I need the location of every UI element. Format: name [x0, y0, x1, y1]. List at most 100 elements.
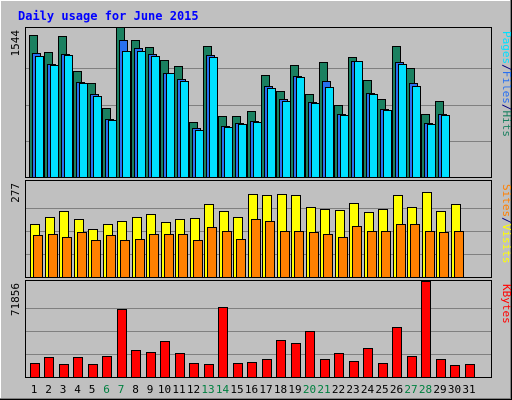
bar-pages-day-15 — [238, 124, 247, 178]
bars-hits — [29, 27, 450, 178]
panel-kbytes: 71856 KBytes — [9, 280, 512, 378]
bar-pages-day-5 — [93, 96, 102, 178]
bar-sites-day-12 — [193, 240, 203, 278]
day-label-12: 12 — [187, 383, 200, 396]
bar-sites-day-22 — [338, 237, 348, 278]
bar-sites-day-27 — [410, 224, 420, 278]
bar-sites-day-8 — [135, 239, 145, 278]
bar-kbytes-day-23 — [349, 361, 359, 378]
day-label-1: 1 — [31, 383, 38, 396]
panel-max-label: 277 — [9, 183, 22, 203]
bar-pages-day-14 — [224, 127, 233, 178]
bar-pages-day-22 — [340, 115, 349, 178]
day-label-6: 6 — [103, 383, 110, 396]
bar-sites-day-13 — [207, 227, 217, 278]
bar-sites-day-2 — [48, 234, 58, 278]
side-label-part: Pages — [500, 31, 512, 64]
bar-sites-day-21 — [323, 234, 333, 278]
day-labels-group: 1 2 3 4 5 6 7 8 9 10 11 12 13 14 15 16 17 18 19 20 21 22 23 24 2… — [31, 383, 476, 396]
bar-sites-day-19 — [294, 231, 304, 278]
bar-sites-day-30 — [454, 231, 464, 278]
bar-kbytes-day-29 — [436, 359, 446, 378]
bar-sites-day-26 — [396, 224, 406, 278]
bar-sites-day-15 — [236, 239, 246, 278]
bar-sites-day-1 — [33, 235, 43, 278]
bar-pages-day-11 — [180, 81, 189, 178]
bar-pages-day-23 — [354, 61, 363, 178]
bar-sites-day-16 — [251, 219, 261, 278]
panel-max-label: 71856 — [9, 283, 22, 316]
bars-kbytes — [30, 281, 475, 378]
bar-kbytes-day-20 — [305, 331, 315, 378]
day-label-16: 16 — [245, 383, 258, 396]
bar-sites-day-18 — [280, 231, 290, 278]
series-pages — [35, 51, 450, 178]
bar-sites-day-23 — [352, 226, 362, 278]
panel-hits: 1544 Pages/Files/Hits — [9, 27, 512, 178]
side-label-part: / — [500, 217, 512, 224]
bar-pages-day-3 — [64, 55, 73, 178]
bar-kbytes-day-2 — [44, 357, 54, 378]
series-sites — [33, 219, 464, 278]
bar-sites-day-20 — [309, 232, 319, 278]
day-label-7: 7 — [118, 383, 125, 396]
bar-pages-day-1 — [35, 56, 44, 178]
bar-kbytes-day-28 — [421, 281, 431, 378]
day-label-28: 28 — [419, 383, 432, 396]
bar-pages-day-25 — [383, 110, 392, 178]
bar-kbytes-day-7 — [117, 309, 127, 378]
bar-kbytes-day-24 — [363, 348, 373, 378]
day-label-31: 31 — [462, 383, 475, 396]
bar-sites-day-10 — [164, 234, 174, 278]
bar-kbytes-day-31 — [465, 364, 475, 378]
bar-kbytes-day-5 — [88, 364, 98, 378]
bar-kbytes-day-11 — [175, 353, 185, 378]
bar-sites-day-11 — [178, 234, 188, 278]
day-label-27: 27 — [404, 383, 417, 396]
day-label-15: 15 — [230, 383, 243, 396]
bar-sites-day-14 — [222, 231, 232, 278]
panel-visits: 277 Sites/Visits — [9, 180, 512, 278]
bar-pages-day-13 — [209, 57, 218, 178]
bar-sites-day-6 — [106, 235, 116, 278]
bar-pages-day-19 — [296, 77, 305, 178]
bar-pages-day-16 — [253, 122, 262, 178]
bar-pages-day-7 — [122, 51, 131, 178]
day-label-14: 14 — [216, 383, 230, 396]
bar-kbytes-day-12 — [189, 363, 199, 378]
bar-sites-day-9 — [149, 234, 159, 278]
bar-pages-day-26 — [398, 64, 407, 178]
side-label-part: Hits — [500, 111, 512, 138]
bar-sites-day-7 — [120, 240, 130, 278]
day-label-20: 20 — [303, 383, 316, 396]
side-label-part: Sites — [500, 184, 512, 217]
bar-sites-day-24 — [367, 231, 377, 278]
panel-side-label: Pages/Files/Hits — [500, 31, 512, 137]
bar-kbytes-day-8 — [131, 350, 141, 378]
side-label-part: Visits — [500, 224, 512, 264]
side-label-part: / — [500, 104, 512, 111]
chart-title: Daily usage for June 2015 — [18, 9, 199, 23]
day-label-11: 11 — [172, 383, 185, 396]
bar-sites-day-4 — [77, 232, 87, 278]
day-label-30: 30 — [448, 383, 461, 396]
bar-sites-day-28 — [425, 231, 435, 278]
panel-side-label: Sites/Visits — [500, 184, 512, 264]
bar-sites-day-17 — [265, 221, 275, 278]
day-label-13: 13 — [201, 383, 214, 396]
bar-kbytes-day-9 — [146, 352, 156, 378]
day-label-8: 8 — [132, 383, 139, 396]
day-label-25: 25 — [375, 383, 388, 396]
panel-frame — [25, 280, 492, 378]
bar-pages-day-29 — [441, 115, 450, 178]
bars-visits — [30, 192, 464, 278]
bar-pages-day-28 — [427, 124, 436, 178]
bar-kbytes-day-19 — [291, 343, 301, 378]
bar-kbytes-day-16 — [247, 362, 257, 378]
bar-pages-day-4 — [79, 83, 88, 178]
bar-kbytes-day-13 — [204, 364, 214, 378]
bar-kbytes-day-1 — [30, 363, 40, 378]
bar-pages-day-17 — [267, 88, 276, 178]
